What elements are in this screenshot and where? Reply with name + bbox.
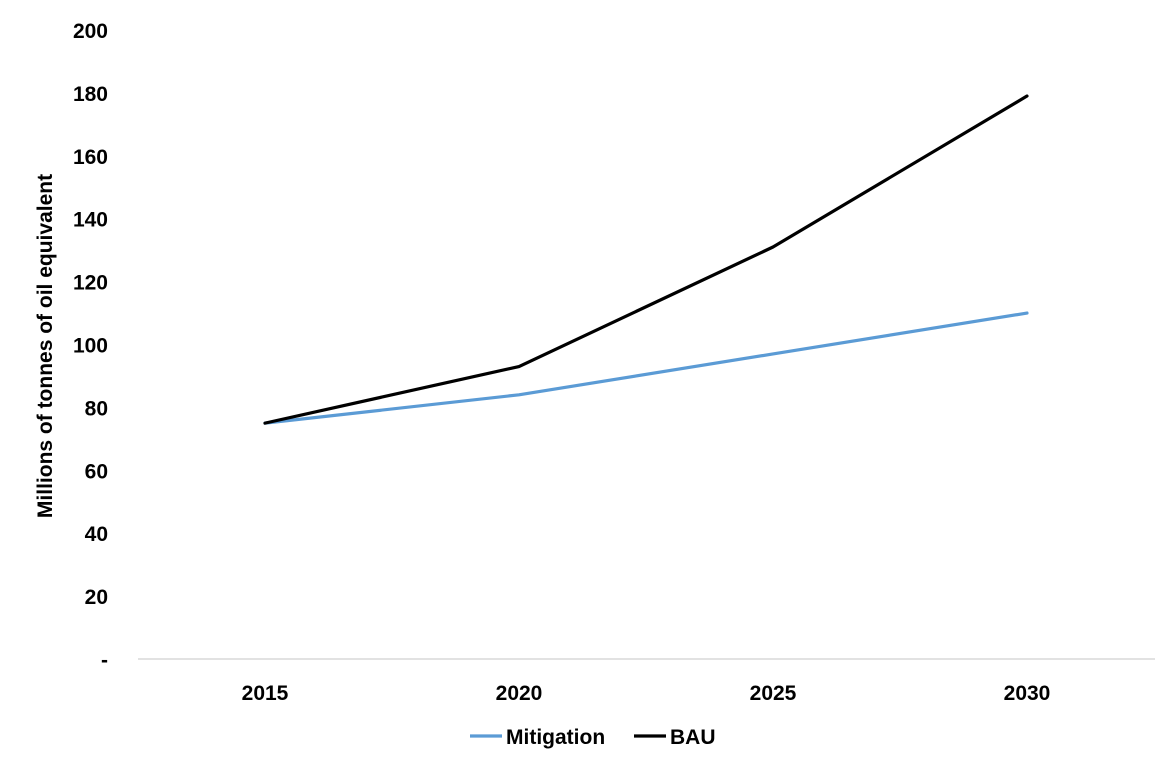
- y-tick-label: 100: [73, 335, 108, 358]
- x-tick-label: 2025: [750, 682, 797, 705]
- y-tick-label: 200: [73, 20, 108, 43]
- y-axis-ticks: - 20 40 60 80 100 120 140 160 180 200: [73, 20, 108, 672]
- y-tick-label: 140: [73, 209, 108, 232]
- y-tick-label: 40: [85, 523, 108, 546]
- x-tick-label: 2020: [496, 682, 543, 705]
- legend-label-bau: BAU: [670, 726, 716, 749]
- y-tick-label: 180: [73, 83, 108, 106]
- y-tick-label: 80: [85, 397, 108, 420]
- y-tick-label: 120: [73, 272, 108, 295]
- legend-label-mitigation: Mitigation: [506, 726, 605, 749]
- series-lines: [263, 94, 1029, 425]
- x-axis-ticks: 2015 2020 2025 2030: [242, 682, 1051, 705]
- x-tick-label: 2015: [242, 682, 289, 705]
- y-tick-label: 60: [85, 460, 108, 483]
- y-tick-label: 20: [85, 586, 108, 609]
- y-tick-label: 160: [73, 146, 108, 169]
- series-line-bau: [263, 94, 1029, 425]
- y-tick-label: -: [101, 649, 108, 672]
- series-line-mitigation: [263, 311, 1029, 425]
- legend: Mitigation BAU: [470, 726, 716, 749]
- y-axis-title: Millions of tonnes of oil equivalent: [34, 174, 57, 518]
- x-tick-label: 2030: [1004, 682, 1051, 705]
